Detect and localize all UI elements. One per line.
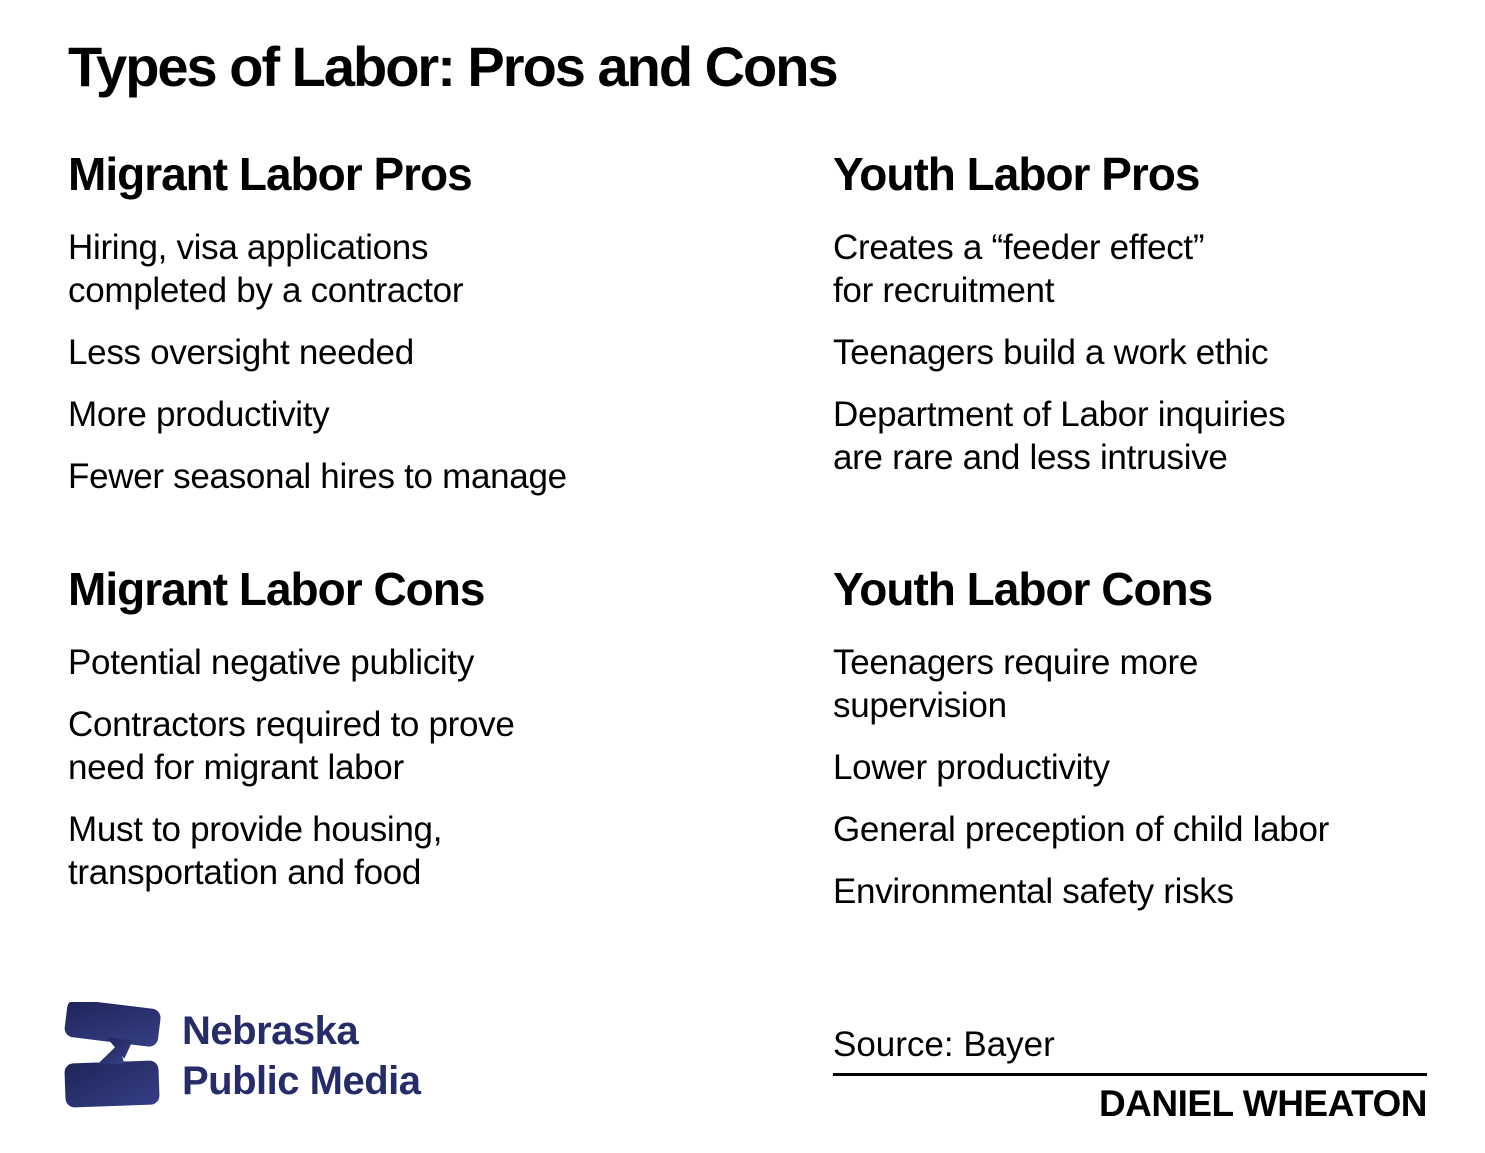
page-title: Types of Labor: Pros and Cons [68, 35, 839, 98]
list-item: Teenagers build a work ethic [833, 333, 1269, 372]
list-item: Less oversight needed [68, 333, 414, 372]
list-item: Teenagers require more supervision [833, 643, 1198, 725]
logo-wordmark: Nebraska Public Media [182, 1006, 421, 1106]
list-item: Creates a “feeder effect” for recruitmen… [833, 228, 1205, 310]
author-credit: DANIEL WHEATON [1098, 1083, 1428, 1124]
source-block: Source: Bayer DANIEL WHEATON [833, 1025, 1428, 1125]
section-youth-labor-cons: Youth Labor Cons Teenagers require more … [833, 563, 1473, 932]
list-item: Potential negative publicity [68, 643, 475, 682]
logo-wordmark-line1: Nebraska [182, 1009, 359, 1053]
list-item: Fewer seasonal hires to manage [68, 457, 567, 496]
speech-bubbles-logo-icon [64, 999, 161, 1108]
section-heading-youth-cons: Youth Labor Cons [833, 563, 1213, 615]
list-item: More productivity [68, 395, 330, 434]
section-youth-labor-pros: Youth Labor Pros Creates a “feeder effec… [833, 148, 1473, 498]
section-heading-youth-pros: Youth Labor Pros [833, 148, 1201, 200]
list-item: Environmental safety risks [833, 872, 1234, 911]
list-item: Must to provide housing, transportation … [68, 810, 443, 892]
section-heading-migrant-pros: Migrant Labor Pros [68, 148, 473, 200]
section-migrant-labor-cons: Migrant Labor Cons Potential negative pu… [68, 563, 748, 913]
list-item: Hiring, visa applications completed by a… [68, 228, 464, 310]
section-migrant-labor-pros: Migrant Labor Pros Hiring, visa applicat… [68, 148, 748, 517]
list-item: Contractors required to prove need for m… [68, 705, 515, 787]
nebraska-public-media-logo [62, 999, 162, 1113]
divider-line [833, 1073, 1427, 1076]
source-label: Source: Bayer [833, 1025, 1055, 1064]
section-heading-migrant-cons: Migrant Labor Cons [68, 563, 485, 615]
list-item: General preception of child labor [833, 810, 1329, 849]
list-item: Lower productivity [833, 748, 1110, 787]
logo-wordmark-line2: Public Media [182, 1059, 421, 1103]
list-item: Department of Labor inquiries are rare a… [833, 395, 1286, 477]
